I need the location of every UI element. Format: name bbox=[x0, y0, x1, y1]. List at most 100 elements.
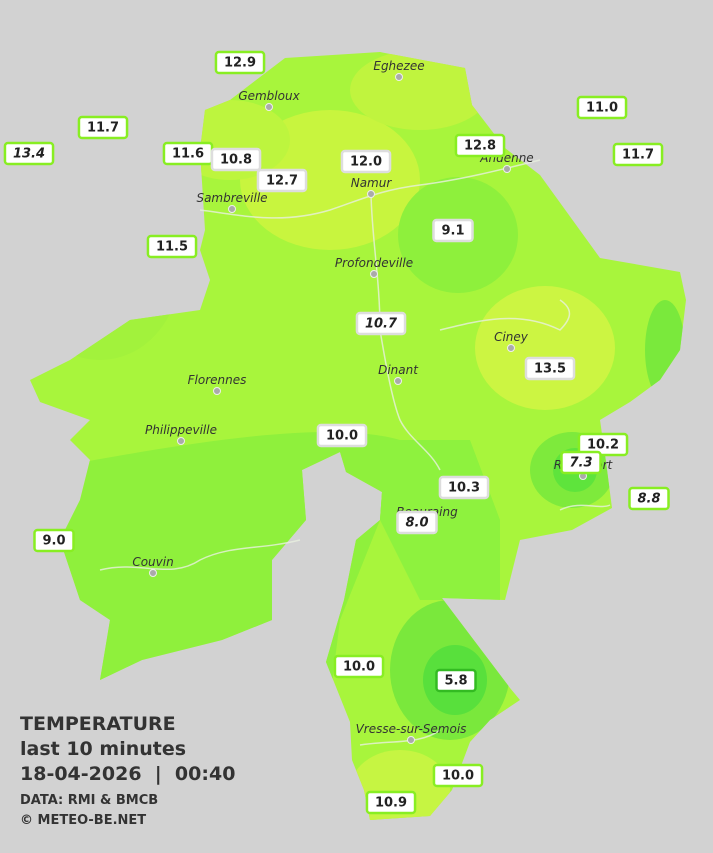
town-label: Profondeville bbox=[335, 256, 413, 270]
station-value: 10.7 bbox=[365, 317, 398, 332]
town-dot bbox=[228, 205, 236, 213]
station-value: 11.7 bbox=[87, 121, 119, 136]
town-dot bbox=[177, 437, 185, 445]
station-box bbox=[576, 95, 628, 120]
station-value: 10.8 bbox=[220, 153, 252, 168]
station-box bbox=[340, 149, 392, 174]
town-label: Florennes bbox=[188, 373, 247, 387]
station-value: 10.9 bbox=[375, 796, 407, 811]
station-value: 8.8 bbox=[637, 492, 660, 507]
town-label: Namur bbox=[351, 176, 393, 190]
station: 10.9 bbox=[365, 790, 417, 815]
station-box bbox=[435, 668, 477, 693]
station-value: 12.9 bbox=[224, 56, 256, 71]
town-label: Vresse-sur-Semois bbox=[356, 722, 467, 736]
station-box bbox=[438, 475, 490, 500]
town-dot bbox=[395, 73, 403, 81]
station-value: 13.4 bbox=[13, 147, 45, 162]
station-box bbox=[256, 168, 308, 193]
station-box bbox=[146, 234, 198, 259]
town-label: Dinant bbox=[378, 363, 419, 377]
station-value: 13.5 bbox=[534, 362, 566, 377]
station-box bbox=[33, 528, 75, 553]
station-value: 12.7 bbox=[266, 174, 298, 189]
station-box bbox=[333, 654, 385, 679]
station: 10.0 bbox=[432, 763, 484, 788]
station-value: 11.6 bbox=[172, 147, 204, 162]
station-box bbox=[432, 218, 474, 243]
station: 10.7 bbox=[355, 311, 407, 336]
station-box bbox=[3, 141, 55, 166]
legend-title: TEMPERATURE bbox=[20, 713, 176, 735]
town-label: Sambreville bbox=[196, 191, 267, 205]
station: 13.4 bbox=[3, 141, 55, 166]
station-box bbox=[77, 115, 129, 140]
station-box bbox=[612, 142, 664, 167]
station-value: 11.0 bbox=[586, 101, 618, 116]
station-box bbox=[214, 50, 266, 75]
town-dot bbox=[407, 736, 415, 744]
town-label: Couvin bbox=[132, 555, 173, 569]
station: 13.5 bbox=[524, 356, 576, 381]
station-value: 10.2 bbox=[587, 438, 619, 453]
town-dot bbox=[507, 344, 515, 352]
station-box bbox=[454, 133, 506, 158]
station-value: 11.5 bbox=[156, 240, 188, 255]
town-dot bbox=[370, 270, 378, 278]
town-label: Philippeville bbox=[145, 423, 217, 437]
station-box bbox=[316, 423, 368, 448]
station-value: 8.0 bbox=[405, 516, 428, 531]
station-box bbox=[355, 311, 407, 336]
station-value: 12.8 bbox=[464, 139, 496, 154]
station: 10.0 bbox=[333, 654, 385, 679]
town-dot bbox=[265, 103, 273, 111]
station-value: 12.0 bbox=[350, 155, 382, 170]
station: 12.7 bbox=[256, 168, 308, 193]
station-box bbox=[560, 450, 602, 475]
station-value: 5.8 bbox=[444, 674, 467, 689]
station: 11.6 bbox=[162, 141, 214, 166]
station-value: 9.0 bbox=[42, 534, 65, 549]
station-value: 9.1 bbox=[441, 224, 464, 239]
station: 12.9 bbox=[214, 50, 266, 75]
station-box bbox=[577, 432, 629, 457]
station-box bbox=[628, 486, 670, 511]
station: 10.2 bbox=[577, 432, 629, 457]
station-value: 7.3 bbox=[569, 456, 592, 471]
station-box bbox=[396, 510, 438, 535]
legend: TEMPERATURE last 10 minutes 18-04-2026 |… bbox=[20, 713, 235, 828]
station-box bbox=[432, 763, 484, 788]
legend-subtitle: last 10 minutes bbox=[20, 738, 186, 760]
station: 11.5 bbox=[146, 234, 198, 259]
station-value: 11.7 bbox=[622, 148, 654, 163]
town-label: Eghezee bbox=[373, 59, 424, 73]
station: 11.7 bbox=[77, 115, 129, 140]
station-box bbox=[365, 790, 417, 815]
station: 9.0 bbox=[33, 528, 75, 553]
station-value: 10.3 bbox=[448, 481, 480, 496]
town-label: Gembloux bbox=[238, 89, 300, 103]
station: 9.1 bbox=[432, 218, 474, 243]
station: 7.3 bbox=[560, 450, 602, 475]
station: 8.8 bbox=[628, 486, 670, 511]
station: 11.0 bbox=[576, 95, 628, 120]
legend-copyright: © METEO-BE.NET bbox=[20, 813, 146, 828]
station: 12.8 bbox=[454, 133, 506, 158]
station: 11.7 bbox=[612, 142, 664, 167]
station-box bbox=[524, 356, 576, 381]
station: 8.0 bbox=[396, 510, 438, 535]
town-dot bbox=[213, 387, 221, 395]
station: 10.3 bbox=[438, 475, 490, 500]
station-value: 10.0 bbox=[326, 429, 358, 444]
station-box bbox=[210, 147, 262, 172]
town-dot bbox=[503, 165, 511, 173]
station: 10.8 bbox=[210, 147, 262, 172]
station: 5.8 bbox=[435, 668, 477, 693]
legend-source: DATA: RMI & BMCB bbox=[20, 793, 158, 808]
town-label: Ciney bbox=[494, 330, 529, 344]
town-dot bbox=[149, 569, 157, 577]
station-value: 10.0 bbox=[343, 660, 375, 675]
station: 10.0 bbox=[316, 423, 368, 448]
station: 12.0 bbox=[340, 149, 392, 174]
